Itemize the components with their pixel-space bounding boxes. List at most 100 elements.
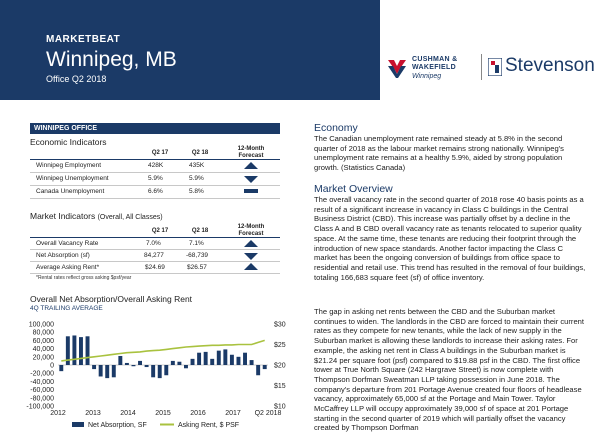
mkt-row-q18: $26.57 bbox=[187, 264, 207, 271]
absorption-bar bbox=[98, 365, 103, 377]
y-right-tick-label: $25 bbox=[274, 342, 286, 349]
economy-paragraph: The Canadian unemployment rate remained … bbox=[314, 134, 564, 173]
row-divider bbox=[30, 185, 280, 186]
econ-row-q17: 428K bbox=[148, 162, 164, 169]
chart-subtitle: 4Q TRAILING AVERAGE bbox=[30, 305, 103, 312]
mkt-col-q17: Q2 17 bbox=[151, 228, 169, 234]
mkt-row-q18: -68,739 bbox=[186, 252, 209, 259]
absorption-bar bbox=[72, 335, 77, 365]
y-left-tick-label: -40,000 bbox=[30, 379, 54, 386]
legend-line-label: Asking Rent, $ PSF bbox=[178, 422, 239, 429]
y-right-tick-label: $10 bbox=[274, 404, 286, 411]
econ-row-q17: 5.9% bbox=[148, 175, 163, 182]
forecast-up-arrow-icon bbox=[244, 162, 258, 169]
stevenson-wordmark: Stevenson bbox=[505, 55, 595, 76]
x-tick-label: 2016 bbox=[190, 410, 206, 417]
absorption-bar bbox=[85, 336, 90, 365]
y-left-tick-label: 40,000 bbox=[33, 346, 55, 353]
chart-title: Overall Net Absorption/Overall Asking Re… bbox=[30, 294, 193, 304]
x-tick-label: 2014 bbox=[120, 410, 136, 417]
cushman-wakefield-logo-icon bbox=[388, 60, 406, 78]
y-left-tick-label: -60,000 bbox=[30, 387, 54, 394]
absorption-bar bbox=[256, 365, 261, 376]
absorption-bar bbox=[229, 354, 234, 365]
absorption-bar bbox=[262, 365, 267, 370]
row-divider bbox=[30, 249, 280, 250]
absorption-bar bbox=[65, 336, 70, 365]
stevenson-logo-icon bbox=[488, 58, 502, 76]
econ-row-label: Canada Unemployment bbox=[36, 188, 105, 195]
cushman-wakefield-wordmark: CUSHMAN & WAKEFIELD bbox=[412, 56, 458, 71]
row-divider bbox=[30, 172, 280, 173]
report-title: Winnipeg, MB bbox=[46, 48, 177, 71]
forecast-flat-dash-icon bbox=[244, 189, 258, 193]
asking-rent-line bbox=[61, 339, 265, 362]
y-left-tick-label: 20,000 bbox=[33, 354, 55, 361]
absorption-bar bbox=[197, 352, 202, 365]
econ-col-q17: Q2 17 bbox=[151, 150, 169, 156]
market-overview-heading: Market Overview bbox=[314, 183, 393, 195]
legend-bar-swatch bbox=[72, 422, 84, 427]
x-tick-label: 2017 bbox=[225, 410, 241, 417]
econ-row-label: Winnipeg Employment bbox=[36, 162, 102, 169]
econ-row-label: Winnipeg Unemployment bbox=[36, 175, 109, 182]
x-tick-label: 2012 bbox=[50, 410, 66, 417]
y-left-tick-label: 80,000 bbox=[33, 330, 55, 337]
logo-divider bbox=[481, 54, 482, 80]
absorption-bar bbox=[92, 365, 97, 370]
absorption-bar bbox=[249, 360, 254, 365]
mkt-row-q17: 7.0% bbox=[146, 240, 161, 247]
absorption-bar bbox=[79, 337, 83, 365]
absorption-bar bbox=[216, 350, 221, 365]
row-divider bbox=[30, 198, 280, 199]
y-left-tick-label: -20,000 bbox=[30, 371, 54, 378]
absorption-bar bbox=[184, 365, 188, 369]
absorption-bar bbox=[157, 365, 162, 379]
report-subtitle: Office Q2 2018 bbox=[46, 74, 107, 84]
y-left-tick-label: -100,000 bbox=[26, 404, 54, 411]
economy-heading: Economy bbox=[314, 122, 358, 134]
absorption-bar bbox=[111, 365, 116, 378]
mkt-row-q17: 84,277 bbox=[144, 252, 164, 259]
absorption-bar bbox=[131, 365, 136, 367]
y-left-tick-label: 0 bbox=[50, 363, 54, 370]
economic-indicators-title: Economic Indicators bbox=[30, 137, 107, 147]
absorption-bar bbox=[138, 360, 142, 365]
x-tick-label: 2015 bbox=[155, 410, 171, 417]
econ-row-q17: 6.6% bbox=[148, 188, 163, 195]
econ-header-rule bbox=[30, 159, 280, 160]
forecast-down-arrow-icon bbox=[244, 253, 258, 260]
absorption-bar bbox=[124, 362, 129, 365]
y-right-tick-label: $20 bbox=[274, 363, 286, 370]
y-left-tick-label: 100,000 bbox=[29, 322, 54, 329]
absorption-bar bbox=[144, 365, 149, 368]
y-left-tick-label: 60,000 bbox=[33, 338, 55, 345]
absorption-bar bbox=[59, 365, 64, 372]
absorption-bar bbox=[236, 356, 241, 365]
mkt-col-forecast: 12-Month Forecast bbox=[237, 224, 265, 237]
cushman-wakefield-city: Winnipeg bbox=[412, 73, 442, 80]
x-tick-label: 2013 bbox=[85, 410, 101, 417]
mkt-header-rule bbox=[30, 237, 280, 238]
econ-row-q18: 5.8% bbox=[189, 188, 204, 195]
econ-col-q18: Q2 18 bbox=[191, 150, 209, 156]
mkt-row-q17: $24.69 bbox=[145, 264, 165, 271]
market-overview-paragraph-2: The gap in asking net rents between the … bbox=[314, 307, 585, 433]
absorption-rent-chart: 100,00080,00060,00040,00020,0000-20,000-… bbox=[26, 322, 286, 430]
report-header: MARKETBEAT Winnipeg, MB Office Q2 2018 bbox=[0, 0, 380, 100]
absorption-bar bbox=[203, 351, 208, 365]
brand-logos: CUSHMAN & WAKEFIELD Winnipeg Stevenson bbox=[384, 50, 600, 90]
forecast-up-arrow-icon bbox=[244, 240, 258, 247]
absorption-bar bbox=[151, 365, 156, 378]
absorption-bar bbox=[223, 349, 228, 365]
row-divider bbox=[30, 273, 280, 274]
market-overview-paragraph-1: The overall vacancy rate in the second q… bbox=[314, 195, 586, 282]
absorption-bar bbox=[105, 365, 110, 379]
legend-bar-label: Net Absorption, SF bbox=[88, 422, 147, 429]
econ-col-forecast: 12-Month Forecast bbox=[237, 146, 265, 159]
absorption-bar bbox=[170, 360, 175, 365]
econ-row-q18: 435K bbox=[189, 162, 205, 169]
absorption-bar bbox=[177, 361, 182, 365]
econ-row-q18: 5.9% bbox=[189, 175, 204, 182]
mkt-row-q18: 7.1% bbox=[189, 240, 204, 247]
